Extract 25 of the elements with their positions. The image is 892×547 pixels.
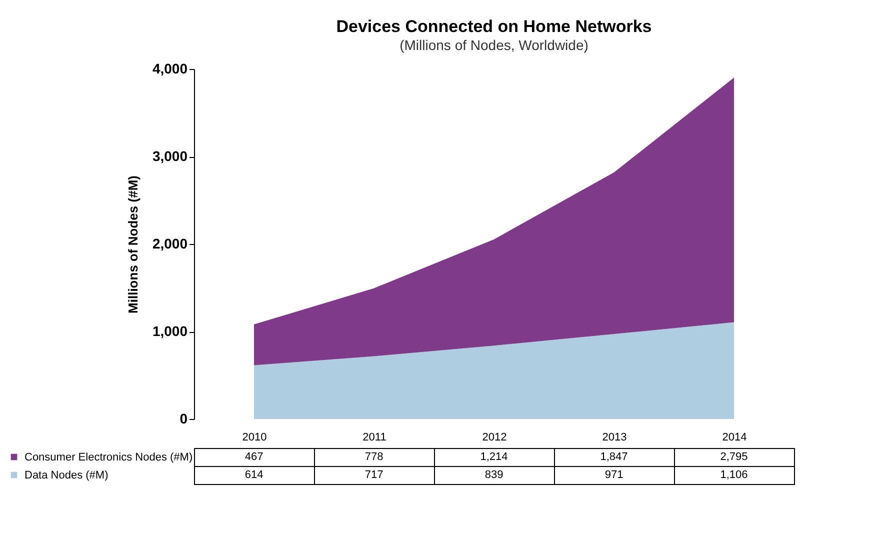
chart-subtitle: (Millions of Nodes, Worldwide): [400, 37, 588, 53]
data-label: 971: [604, 469, 624, 481]
data-label: 614: [244, 469, 264, 481]
data-label: 1,214: [480, 451, 508, 463]
x-tick-label: 2012: [482, 432, 507, 444]
x-tick-label: 2013: [602, 432, 627, 444]
data-label: 778: [364, 451, 384, 463]
chart-title: Devices Connected on Home Networks: [336, 17, 652, 36]
y-tick-label: 4,000: [152, 60, 188, 76]
x-tick-label: 2010: [242, 432, 267, 444]
y-axis-title: Millions of Nodes (#M): [125, 176, 140, 314]
x-tick-label: 2014: [722, 432, 747, 444]
x-tick-label: 2011: [362, 432, 386, 444]
y-tick-label: 0: [180, 410, 188, 426]
y-tick-label: 1,000: [152, 323, 188, 339]
legend-label: Data Nodes (#M): [24, 470, 108, 482]
data-label: 717: [364, 469, 384, 481]
data-label: 839: [484, 469, 504, 481]
data-label: 1,106: [720, 469, 748, 481]
data-label: 2,795: [720, 451, 748, 463]
y-tick-label: 2,000: [152, 236, 188, 252]
y-tick-label: 3,000: [152, 148, 188, 164]
data-label: 1,847: [600, 451, 628, 463]
legend-label: Consumer Electronics Nodes (#M): [24, 452, 193, 464]
data-label: 467: [244, 451, 264, 463]
